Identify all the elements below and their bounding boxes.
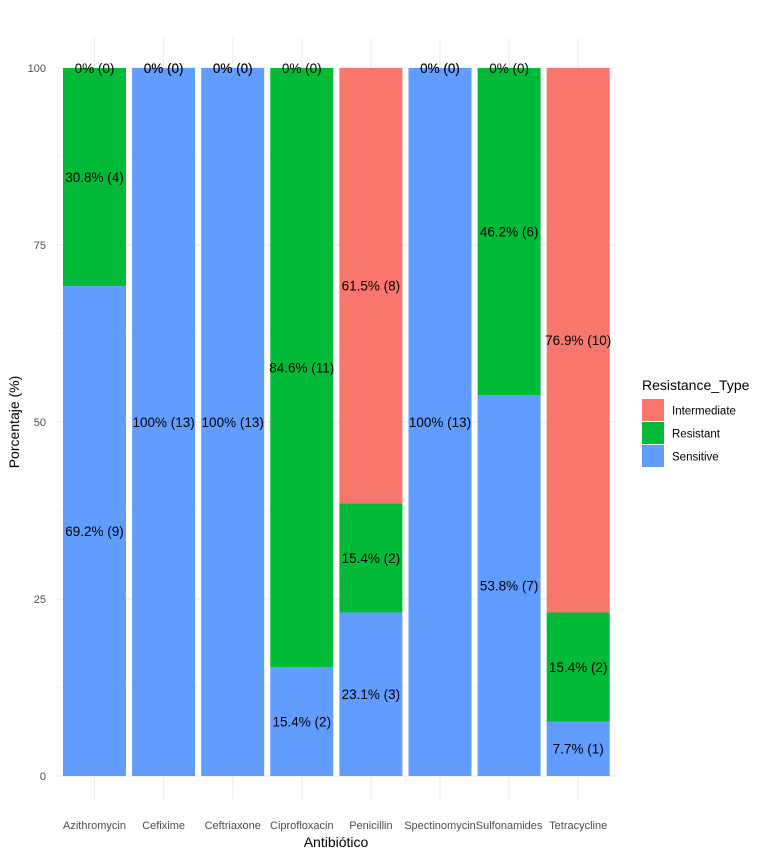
data-label-intermediate: 61.5% (8)	[342, 279, 401, 294]
x-tick-label: Sulfonamides	[476, 820, 543, 832]
x-axis-title: Antibiótico	[304, 834, 369, 850]
y-axis-title: Porcentaje (%)	[6, 376, 22, 469]
data-label-resistant: 15.4% (2)	[342, 551, 401, 566]
data-label-resistant: 46.2% (6)	[480, 225, 539, 240]
data-label-intermediate: 0% (0)	[420, 61, 460, 76]
bar-sensitive-azithromycin	[63, 286, 126, 776]
bar-resistant-ciprofloxacin	[270, 68, 334, 667]
y-tick-label: 100	[28, 63, 46, 75]
data-label-intermediate: 0% (0)	[282, 61, 322, 76]
data-label-intermediate: 76.9% (10)	[545, 333, 611, 348]
data-label-sensitive: 69.2% (9)	[65, 524, 124, 539]
legend-label-intermediate: Intermediate	[672, 406, 736, 418]
data-label-sensitive: 23.1% (3)	[342, 687, 401, 702]
legend: Resistance_Type Intermediate Resistant Sen…	[642, 377, 750, 467]
legend-label-resistant: Resistant	[672, 429, 721, 441]
data-label-sensitive: 15.4% (2)	[273, 714, 332, 729]
x-axis-ticks: Azithromycin Cefixime Ceftriaxone Ciproflox…	[63, 820, 607, 832]
x-tick-label: Spectinomycin	[404, 820, 476, 832]
data-label-resistant: 0% (0)	[144, 61, 184, 76]
x-tick-label: Tetracycline	[549, 820, 607, 832]
x-tick-label: Penicillin	[349, 820, 392, 832]
bar-sensitive-spectinomycin	[408, 68, 472, 776]
y-tick-label: 50	[34, 417, 46, 429]
y-tick-label: 0	[40, 771, 46, 783]
bar-intermediate-penicillin	[339, 68, 403, 504]
legend-key-resistant	[642, 422, 664, 444]
legend-title: Resistance_Type	[642, 377, 750, 393]
data-label-intermediate: 0% (0)	[144, 61, 184, 76]
data-label-resistant: 30.8% (4)	[65, 170, 124, 185]
bar-sensitive-sulfonamides	[477, 395, 541, 776]
data-label-resistant: 0% (0)	[420, 61, 460, 76]
bar-resistant-tetracycline	[546, 612, 610, 722]
bar-labels: 69.2% (9) 30.8% (4) 0% (0) 100% (13) 0% (0) 0…	[65, 61, 611, 757]
data-label-sensitive: 100% (13)	[202, 415, 264, 430]
data-label-intermediate: 0% (0)	[213, 61, 253, 76]
bar-sensitive-ciprofloxacin	[270, 666, 334, 776]
data-label-resistant: 84.6% (11)	[269, 360, 334, 375]
data-label-sensitive: 100% (13)	[409, 415, 471, 430]
data-label-intermediate: 0% (0)	[489, 61, 529, 76]
data-label-resistant: 0% (0)	[213, 61, 253, 76]
bar-resistant-penicillin	[339, 503, 403, 613]
bar-sensitive-cefixime	[132, 68, 196, 776]
data-label-intermediate: 0% (0)	[75, 61, 115, 76]
y-tick-label: 75	[34, 240, 46, 252]
bar-sensitive-penicillin	[339, 612, 403, 776]
legend-label-sensitive: Sensitive	[672, 452, 719, 464]
bars	[63, 68, 610, 776]
data-label-sensitive: 53.8% (7)	[480, 579, 539, 594]
legend-key-intermediate	[642, 399, 664, 421]
data-label-sensitive: 100% (13)	[132, 415, 194, 430]
legend-key-sensitive	[642, 445, 664, 467]
data-label-resistant: 15.4% (2)	[549, 660, 608, 675]
bar-sensitive-ceftriaxone	[201, 68, 265, 776]
x-tick-label: Cefixime	[142, 820, 185, 832]
y-axis-ticks: 0 25 50 75 100	[28, 63, 46, 783]
x-tick-label: Ciprofloxacin	[270, 820, 334, 832]
bar-sensitive-tetracycline	[546, 721, 610, 776]
y-tick-label: 25	[34, 594, 46, 606]
x-tick-label: Azithromycin	[63, 820, 126, 832]
bar-resistant-sulfonamides	[477, 68, 541, 396]
bar-intermediate-tetracycline	[546, 68, 610, 613]
x-tick-label: Ceftriaxone	[205, 820, 261, 832]
bar-resistant-azithromycin	[63, 68, 126, 287]
data-label-sensitive: 7.7% (1)	[553, 742, 604, 757]
